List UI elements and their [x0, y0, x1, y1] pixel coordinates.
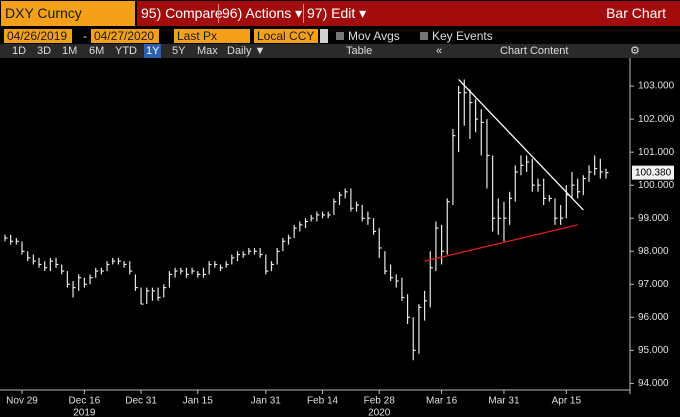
- option-label: Key Events: [432, 29, 493, 43]
- x-tick-label: Mar 16: [426, 396, 458, 407]
- separator: [218, 4, 219, 23]
- x-tick-label: Dec 16: [69, 396, 101, 407]
- security-input[interactable]: DXY Curncy: [1, 1, 135, 26]
- y-tick-label: 98.000: [638, 246, 669, 257]
- date-dash: -: [83, 29, 87, 43]
- x-tick-label: Apr 15: [552, 396, 582, 407]
- y-tick-label: 96.000: [638, 312, 669, 323]
- y-tick-label: 99.000: [638, 213, 669, 224]
- y-tick-label: 94.000: [638, 378, 669, 389]
- settings-icon[interactable]: ⚙: [630, 45, 640, 57]
- x-tick-label: Dec 31: [125, 396, 157, 407]
- toolbar: 1D 3D 1M 6M YTD 1Y 5Y Max Daily ▼ Table …: [0, 44, 680, 58]
- last-price-box: [632, 165, 674, 180]
- range-button[interactable]: Max: [197, 45, 218, 57]
- checkbox[interactable]: [336, 32, 344, 40]
- option-label: Mov Avgs: [348, 29, 400, 43]
- range-button[interactable]: 1M: [62, 45, 78, 57]
- x-year-label: 2019: [73, 408, 96, 417]
- trend-line: [458, 79, 584, 211]
- x-tick-label: Jan 15: [183, 396, 213, 407]
- range-button[interactable]: 5Y: [172, 45, 186, 57]
- y-tick-label: 102.000: [638, 114, 675, 125]
- x-tick-label: Nov 29: [6, 396, 38, 407]
- y-tick-label: 100.000: [638, 180, 675, 191]
- trend-line: [424, 224, 578, 262]
- range-button[interactable]: YTD: [115, 45, 137, 57]
- range-button-active[interactable]: 1Y: [144, 44, 162, 58]
- menu-item[interactable]: 97) Edit ▾: [307, 5, 367, 21]
- chart-kind: Bar Chart: [606, 5, 666, 21]
- menu-item[interactable]: 96) Actions ▾: [222, 5, 303, 21]
- y-tick-label: 95.000: [638, 345, 669, 356]
- table-button[interactable]: Table: [346, 45, 373, 57]
- title-bar: DXY Curncy 95) Compare 96) Actions ▾ 97)…: [0, 0, 680, 27]
- range-button[interactable]: 6M: [89, 45, 105, 57]
- x-tick-label: Jan 31: [251, 396, 281, 407]
- last-price-label: 100.380: [635, 167, 672, 178]
- collapse-icon[interactable]: «: [436, 45, 443, 57]
- separator: [303, 4, 304, 23]
- x-tick-label: Feb 28: [364, 396, 396, 407]
- y-tick-label: 97.000: [638, 279, 669, 290]
- range-button[interactable]: 3D: [37, 45, 52, 57]
- menu-bar: [137, 1, 680, 26]
- chart-content-button[interactable]: Chart Content: [500, 45, 569, 57]
- end-date[interactable]: 04/27/2020: [91, 29, 159, 43]
- y-tick-label: 103.000: [638, 81, 675, 92]
- range-button[interactable]: 1D: [12, 45, 27, 57]
- x-tick-label: Feb 14: [307, 396, 339, 407]
- x-year-label: 2020: [368, 408, 391, 417]
- frequency-select[interactable]: Daily ▼: [227, 45, 266, 57]
- dropdown-button[interactable]: [320, 29, 328, 43]
- menu-item[interactable]: 95) Compare: [141, 5, 223, 21]
- settings-bar: 04/26/2019 - 04/27/2020 Last Px Local CC…: [0, 28, 680, 44]
- start-date[interactable]: 04/26/2019: [4, 29, 72, 43]
- x-tick-label: Mar 31: [488, 396, 520, 407]
- field-select[interactable]: Last Px: [174, 29, 250, 43]
- y-tick-label: 101.000: [638, 147, 675, 158]
- checkbox[interactable]: [420, 32, 428, 40]
- chart: 94.000 95.000 96.000 97.000 98.000 99.000 100.…: [0, 58, 675, 417]
- currency-select[interactable]: Local CCY: [254, 29, 318, 43]
